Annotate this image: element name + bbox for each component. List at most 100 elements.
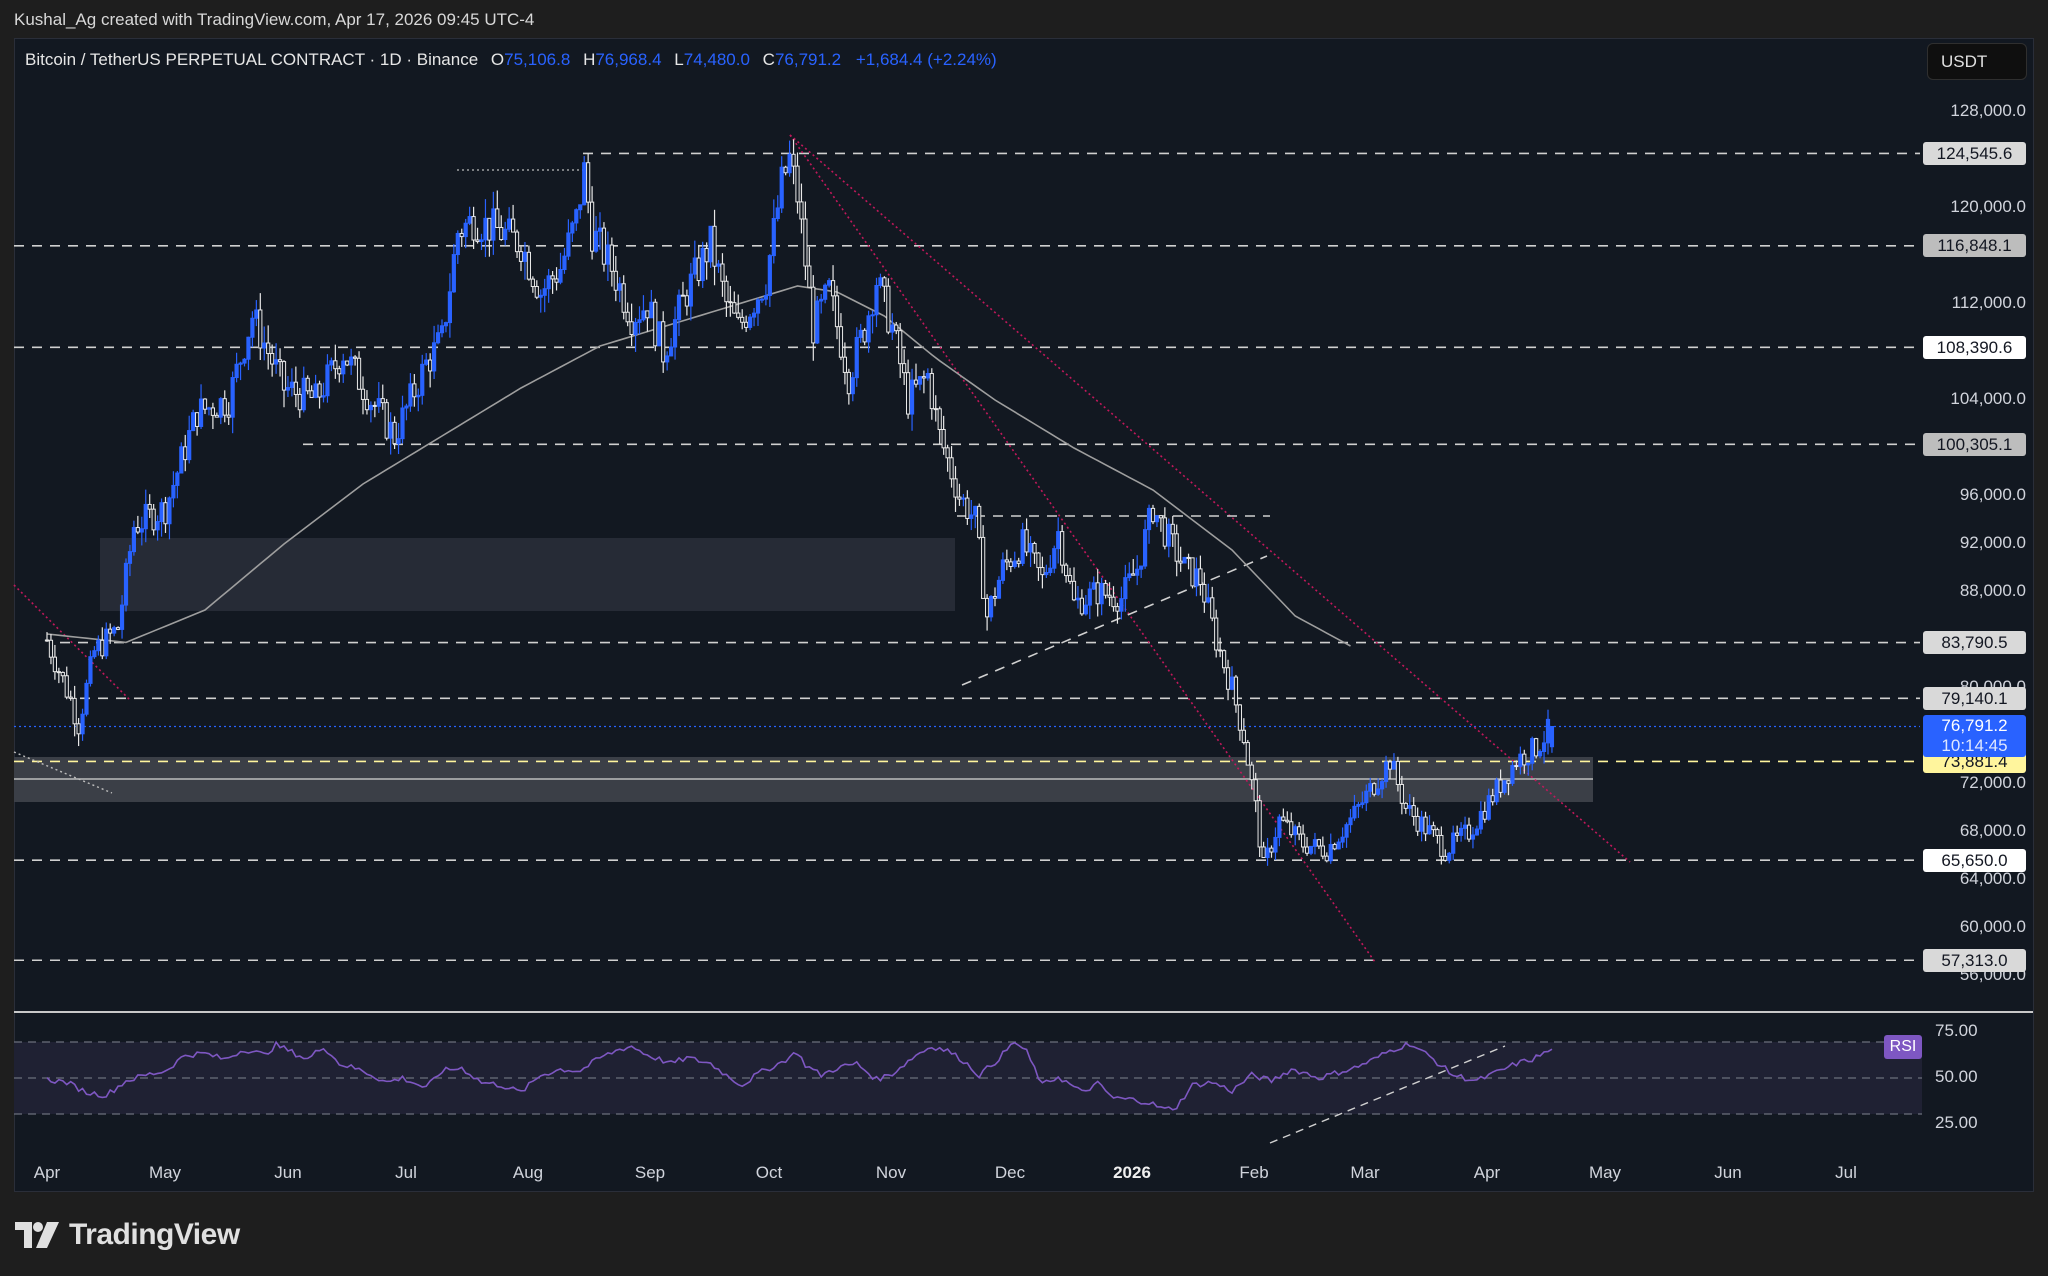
candle-body — [1498, 779, 1503, 793]
level-price-label: 124,545.6 — [1923, 141, 2026, 165]
candle-body — [1143, 529, 1148, 567]
candle-body — [222, 398, 227, 416]
candle-body — [878, 277, 883, 286]
candle-body — [748, 316, 753, 328]
tradingview-logo-text: TradingView — [69, 1218, 240, 1251]
candle-body — [1008, 561, 1013, 567]
candle-body — [435, 332, 441, 344]
candle-body — [428, 359, 433, 372]
candle-body — [1407, 805, 1412, 809]
candle-body — [704, 247, 709, 263]
candle-body — [645, 310, 650, 319]
candle-body — [1052, 548, 1057, 569]
tradingview-logo[interactable]: TradingView — [15, 1218, 240, 1252]
candle-body — [1541, 742, 1547, 753]
candle-body — [135, 527, 140, 533]
candle-body — [64, 675, 69, 698]
candle-body — [210, 407, 216, 416]
candle-body — [1135, 568, 1140, 576]
candle-body — [1336, 841, 1341, 850]
candle-body — [246, 336, 251, 360]
rsi-tick-50: 50.00 — [1935, 1067, 1978, 1086]
candle-body — [1411, 805, 1416, 817]
candle-body — [708, 225, 713, 263]
candle-body — [60, 671, 65, 677]
candle-body — [1518, 753, 1523, 767]
rsi-badge[interactable]: RSI — [1884, 1035, 1922, 1059]
symbol-title[interactable]: Bitcoin / TetherUS PERPETUAL CONTRACT · … — [25, 50, 479, 69]
candle-body — [179, 446, 184, 474]
level-price-label: 108,390.6 — [1923, 335, 2026, 359]
candle-body — [495, 208, 500, 229]
candle-body — [902, 363, 907, 374]
candle-body — [712, 225, 717, 267]
candle-body — [929, 373, 934, 410]
candle-body — [1466, 824, 1472, 840]
candle-body — [672, 319, 678, 348]
candle-body — [1162, 517, 1167, 547]
candle-body — [1391, 760, 1397, 770]
candle-body — [270, 353, 275, 365]
candle-body — [1301, 833, 1306, 848]
candle-body — [76, 723, 81, 735]
candle-body — [854, 336, 859, 379]
candle-body — [819, 298, 824, 302]
candle-body — [574, 209, 579, 224]
price-tick: 64,000.0 — [1959, 869, 2026, 888]
candle-body — [1174, 533, 1179, 562]
candle-body — [669, 346, 674, 357]
candle-body — [641, 310, 646, 321]
candle-body — [1186, 556, 1191, 559]
candle-body — [487, 217, 492, 241]
candle-body — [96, 639, 101, 652]
candle-body — [191, 412, 196, 432]
time-tick: Dec — [994, 1163, 1026, 1182]
candle-body — [116, 627, 121, 630]
candle-body — [155, 521, 160, 531]
candle-body — [953, 478, 958, 498]
candle-body — [546, 275, 551, 290]
candle-body — [1064, 564, 1069, 577]
candle-body — [84, 682, 89, 715]
candle-body — [301, 377, 306, 411]
candle-body — [104, 628, 109, 657]
price-tick: 112,000.0 — [1951, 293, 2026, 312]
candle-body — [483, 217, 488, 241]
time-tick: Aug — [512, 1163, 544, 1182]
close-key: C — [762, 50, 775, 69]
candle-body — [633, 321, 638, 336]
candle-body — [949, 457, 954, 480]
candle-body — [1225, 667, 1231, 690]
rsi-tick-25: 25.00 — [1935, 1113, 1978, 1132]
candle-body — [1206, 597, 1211, 603]
last-price-value: 76,791.2 — [1941, 715, 2008, 735]
candle-body — [1478, 810, 1483, 830]
candle-body — [1344, 824, 1349, 838]
candle-body — [1024, 529, 1029, 553]
candle-body — [996, 579, 1002, 599]
candle-body — [1016, 560, 1021, 564]
candle-body — [1020, 529, 1025, 564]
candle-body — [1455, 832, 1460, 836]
candle-body — [1368, 783, 1373, 792]
candle-body — [617, 283, 622, 291]
candle-body — [1281, 816, 1286, 821]
chart-panel[interactable] — [14, 38, 2034, 1192]
candle-body — [349, 356, 354, 366]
currency-button[interactable]: USDT — [1927, 43, 2027, 80]
candle-body — [1119, 598, 1124, 612]
candle-body — [511, 218, 516, 233]
candle-body — [88, 656, 93, 684]
candle-body — [977, 505, 982, 538]
time-tick: Oct — [755, 1163, 783, 1182]
candle-body — [1103, 582, 1108, 596]
candle-body — [811, 286, 816, 344]
candle-body — [890, 324, 895, 333]
candle-body — [522, 251, 528, 262]
candle-body — [1360, 802, 1365, 805]
candle-body — [337, 368, 342, 375]
rsi-trendline — [1269, 1045, 1506, 1144]
level-price-label: 79,140.1 — [1923, 686, 2026, 710]
candle-body — [1222, 650, 1227, 669]
